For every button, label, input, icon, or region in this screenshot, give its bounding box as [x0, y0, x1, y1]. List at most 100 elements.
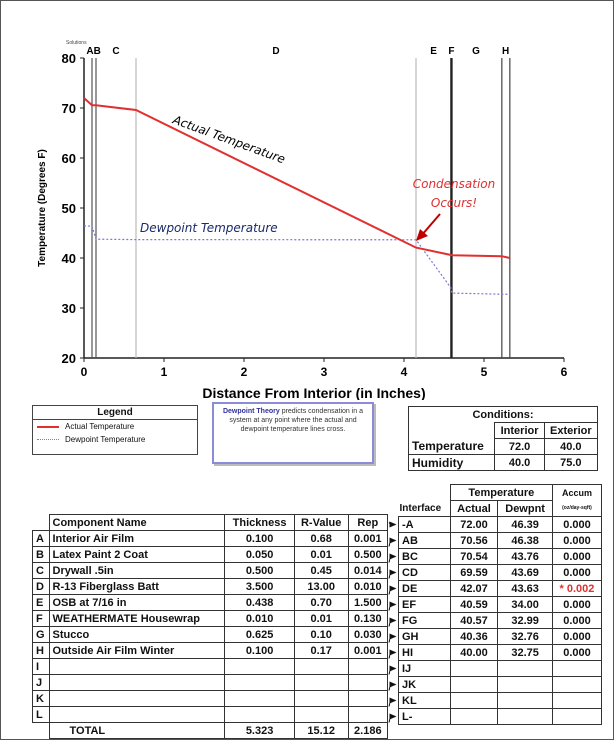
component-rvalue [293, 690, 349, 707]
interface-accum: 0.000 [551, 516, 603, 533]
component-rep: 1.500 [347, 594, 389, 611]
interface-dewpnt [497, 676, 553, 693]
component-letter: G [32, 626, 50, 643]
interface-name: KL [398, 692, 451, 709]
interface-actual [449, 660, 499, 677]
component-thickness: 3.500 [224, 578, 295, 595]
theory-title: Dewpoint Theory [222, 408, 280, 415]
interface-row: BC 70.54 43.76 0.000 [398, 548, 603, 565]
interface-actual: 40.36 [449, 628, 499, 645]
component-rvalue: 0.45 [293, 562, 349, 579]
components-total-blank [32, 722, 50, 739]
legend-swatch-dewpoint [37, 439, 59, 440]
interface-name: BC [398, 548, 451, 565]
components-total-rvalue: 15.12 [293, 722, 349, 739]
interface-table: Interface Temperature Accum Actual Dewpn… [398, 484, 603, 725]
component-thickness [224, 674, 295, 691]
layer-label: C [112, 46, 119, 57]
component-letter: F [32, 610, 50, 627]
layer-label: AB [86, 46, 100, 57]
interface-accum: 0.000 [551, 644, 603, 661]
component-rep: 0.010 [347, 578, 389, 595]
y-tick-label: 20 [62, 351, 76, 366]
interface-row: GH 40.36 32.76 0.000 [398, 628, 603, 645]
interface-name: GH [398, 628, 451, 645]
y-tick-label: 50 [62, 201, 76, 216]
x-tick-label: 5 [481, 365, 488, 379]
interface-dewpnt: 46.38 [497, 532, 553, 549]
interface-name: DE [398, 580, 451, 597]
interface-actual: 40.57 [449, 612, 499, 629]
interface-name: IJ [398, 660, 451, 677]
component-rep [347, 706, 389, 723]
interface-name: JK [398, 676, 451, 693]
component-name [48, 706, 226, 723]
conditions-temp-exterior: 40.0 [543, 438, 599, 455]
component-rvalue: 0.70 [293, 594, 349, 611]
components-header-rvalue: R-Value [293, 514, 349, 531]
interface-accum [551, 676, 603, 693]
component-letter: K [32, 690, 50, 707]
annotation-condensation-2: Occurs! [431, 196, 477, 210]
interface-name: FG [398, 612, 451, 629]
x-axis-label: Distance From Interior (in Inches) [202, 385, 425, 400]
component-thickness: 0.500 [224, 562, 295, 579]
series-line-actual [83, 97, 511, 259]
components-table: Component Name Thickness R-Value Rep A In… [32, 514, 389, 739]
component-thickness [224, 706, 295, 723]
interface-accum: 0.000 [551, 612, 603, 629]
interface-name: HI [398, 644, 451, 661]
legend-box: Legend Actual Temperature Dewpoint Tempe… [32, 405, 198, 455]
interface-name: AB [398, 532, 451, 549]
interface-row: CD 69.59 43.69 0.000 [398, 564, 603, 581]
interface-dewpnt: 43.76 [497, 548, 553, 565]
component-rvalue [293, 658, 349, 675]
component-rep: 0.001 [347, 530, 389, 547]
component-rep [347, 690, 389, 707]
component-rvalue: 0.01 [293, 610, 349, 627]
component-letter: D [32, 578, 50, 595]
component-letter: I [32, 658, 50, 675]
component-letter: A [32, 530, 50, 547]
component-rvalue: 0.68 [293, 530, 349, 547]
component-letter: C [32, 562, 50, 579]
component-row: K [32, 690, 389, 707]
interface-dewpnt: 32.75 [497, 644, 553, 661]
component-row: B Latex Paint 2 Coat 0.050 0.01 0.500 [32, 546, 389, 563]
conditions-humidity-interior: 40.0 [494, 454, 545, 471]
component-row: A Interior Air Film 0.100 0.68 0.001 [32, 530, 389, 547]
interface-accum [551, 692, 603, 709]
condensation-arrow [420, 213, 441, 237]
component-rep: 0.130 [347, 610, 389, 627]
component-letter: J [32, 674, 50, 691]
actual-header: Actual [449, 500, 499, 517]
y-tick-label: 70 [62, 101, 76, 116]
components-corner [32, 514, 50, 531]
interface-name: -A [398, 516, 451, 533]
interface-dewpnt [497, 692, 553, 709]
interface-actual [449, 708, 499, 725]
legend-label-actual: Actual Temperature [65, 422, 135, 431]
conditions-col-exterior: Exterior [543, 422, 599, 439]
component-name [48, 674, 226, 691]
series-line-dewpoint [83, 225, 510, 295]
component-rvalue: 0.01 [293, 546, 349, 563]
x-tick-label: 6 [561, 365, 568, 379]
interface-actual: 72.00 [449, 516, 499, 533]
component-rvalue: 0.17 [293, 642, 349, 659]
component-row: H Outside Air Film Winter 0.100 0.17 0.001 [32, 642, 389, 659]
y-tick-label: 60 [62, 151, 76, 166]
component-letter: L [32, 706, 50, 723]
component-row: D R-13 Fiberglass Batt 3.500 13.00 0.010 [32, 578, 389, 595]
y-tick-label: 80 [62, 51, 76, 66]
conditions-blank [407, 422, 496, 439]
component-row: I [32, 658, 389, 675]
x-tick-label: 2 [241, 365, 248, 379]
interface-row: IJ [398, 660, 603, 677]
component-thickness: 0.100 [224, 530, 295, 547]
components-header-rep: Rep [347, 514, 389, 531]
component-row: G Stucco 0.625 0.10 0.030 [32, 626, 389, 643]
interface-dewpnt: 32.76 [497, 628, 553, 645]
x-tick-label: 3 [321, 365, 328, 379]
